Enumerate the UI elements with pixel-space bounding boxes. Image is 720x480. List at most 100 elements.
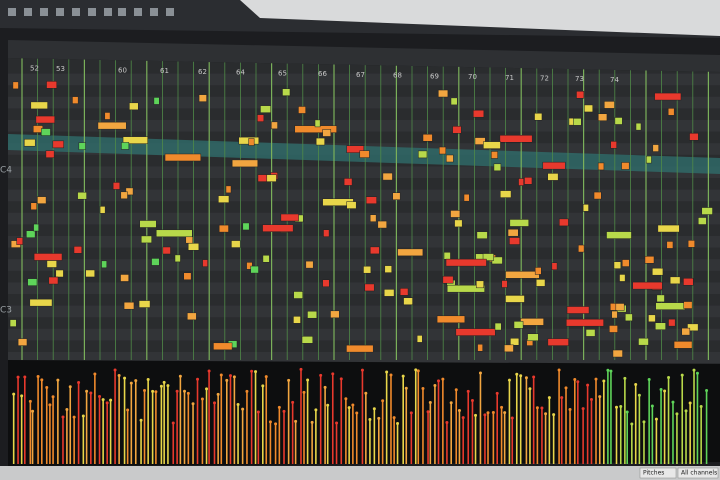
note (499, 135, 533, 143)
velocity-head (586, 383, 590, 387)
tool-icon[interactable] (88, 8, 96, 16)
tool-icon[interactable] (8, 8, 16, 16)
view-select[interactable] (639, 467, 677, 479)
bar-number: 71 (505, 74, 514, 82)
velocity-head (630, 422, 634, 426)
row-stripe (8, 282, 720, 294)
velocity-head (228, 374, 232, 378)
velocity-head (470, 398, 474, 402)
velocity-head (692, 368, 696, 372)
bar-number: 72 (540, 75, 549, 83)
note (493, 163, 502, 172)
bar-number: 69 (430, 72, 439, 80)
note (681, 327, 691, 336)
note (9, 319, 17, 327)
velocity-head (568, 407, 572, 411)
velocity-head (236, 402, 240, 406)
velocity-head (186, 391, 190, 395)
note (606, 231, 632, 239)
velocity-head (261, 384, 265, 388)
notes (9, 81, 713, 358)
note (218, 224, 229, 233)
note (73, 246, 82, 254)
note (598, 113, 608, 122)
tool-icon[interactable] (166, 8, 174, 16)
note (30, 101, 48, 110)
velocity-head (351, 403, 355, 407)
velocity-head (433, 384, 437, 388)
tool-icon[interactable] (118, 8, 126, 16)
bar-number: 53 (56, 65, 65, 73)
velocity-head (123, 376, 127, 380)
velocity-head (219, 373, 223, 377)
velocity-head (171, 421, 175, 425)
note (282, 88, 291, 96)
note (129, 102, 139, 111)
velocity-head (449, 401, 453, 405)
note (346, 344, 374, 353)
velocity-head (528, 387, 532, 391)
note (298, 106, 306, 114)
velocity-head (650, 404, 654, 408)
bar-number: 65 (278, 69, 287, 77)
note (510, 337, 520, 346)
velocity-head (335, 421, 339, 425)
tool-icon[interactable] (56, 8, 64, 16)
note (164, 153, 202, 162)
note (450, 97, 458, 106)
row-stripe (8, 212, 720, 225)
note (697, 217, 707, 225)
velocity-head (314, 408, 318, 412)
velocity-head (105, 401, 109, 405)
note (638, 337, 649, 346)
velocity-head (500, 405, 504, 409)
note (112, 182, 121, 190)
note (141, 235, 152, 244)
velocity-head (416, 369, 420, 373)
note (609, 325, 618, 333)
tool-icon[interactable] (24, 8, 32, 16)
note (416, 335, 423, 343)
velocity-head (483, 413, 487, 417)
note (535, 279, 546, 287)
note (271, 121, 278, 130)
note (509, 219, 529, 227)
velocity-head (245, 389, 249, 393)
note (248, 138, 255, 146)
note (46, 260, 57, 268)
note (12, 81, 19, 90)
tool-icon[interactable] (134, 8, 142, 16)
tool-icon[interactable] (40, 8, 48, 16)
velocity-head (347, 406, 351, 410)
velocity-head (478, 371, 482, 375)
velocity-head (414, 368, 418, 372)
note (26, 230, 36, 238)
velocity-head (113, 368, 117, 372)
velocity-head (81, 414, 85, 418)
velocity-head (360, 368, 364, 372)
note (314, 119, 321, 128)
velocity-head (339, 377, 343, 381)
note (654, 92, 682, 101)
velocity-head (576, 380, 580, 384)
note (359, 150, 370, 158)
note (500, 190, 512, 198)
note (187, 312, 197, 321)
note (151, 258, 160, 266)
velocity-head (619, 405, 623, 409)
velocity-head (101, 398, 105, 402)
tool-icon[interactable] (104, 8, 112, 16)
note (547, 338, 569, 346)
velocity-head (368, 418, 372, 422)
row-stripe (8, 259, 720, 271)
note (293, 316, 301, 324)
note (231, 240, 241, 248)
tool-icon[interactable] (150, 8, 158, 16)
velocity-sticks (12, 367, 709, 464)
tool-icon[interactable] (72, 8, 80, 16)
velocity-head (93, 372, 97, 376)
velocity-head (519, 374, 523, 378)
velocity-head (51, 395, 55, 399)
bar-number: 61 (160, 67, 169, 75)
channel-select[interactable] (677, 467, 719, 479)
